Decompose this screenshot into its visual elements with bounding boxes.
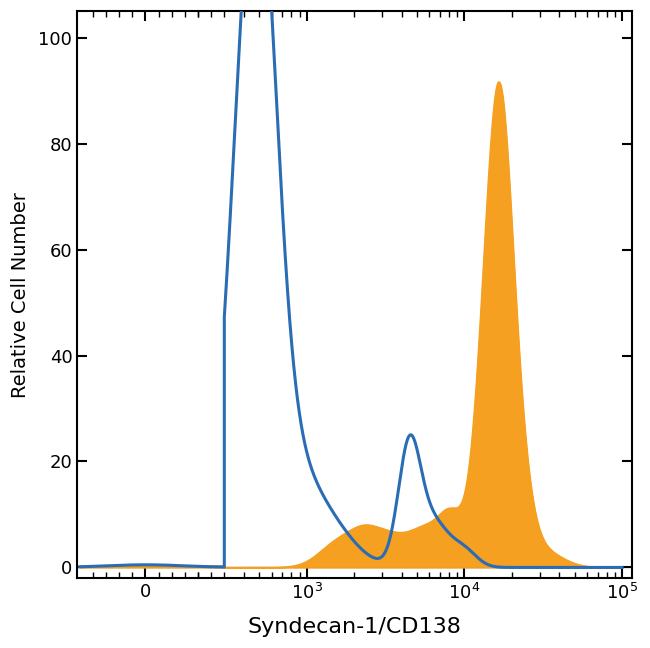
Y-axis label: Relative Cell Number: Relative Cell Number	[11, 192, 30, 397]
X-axis label: Syndecan-1/CD138: Syndecan-1/CD138	[248, 617, 462, 637]
